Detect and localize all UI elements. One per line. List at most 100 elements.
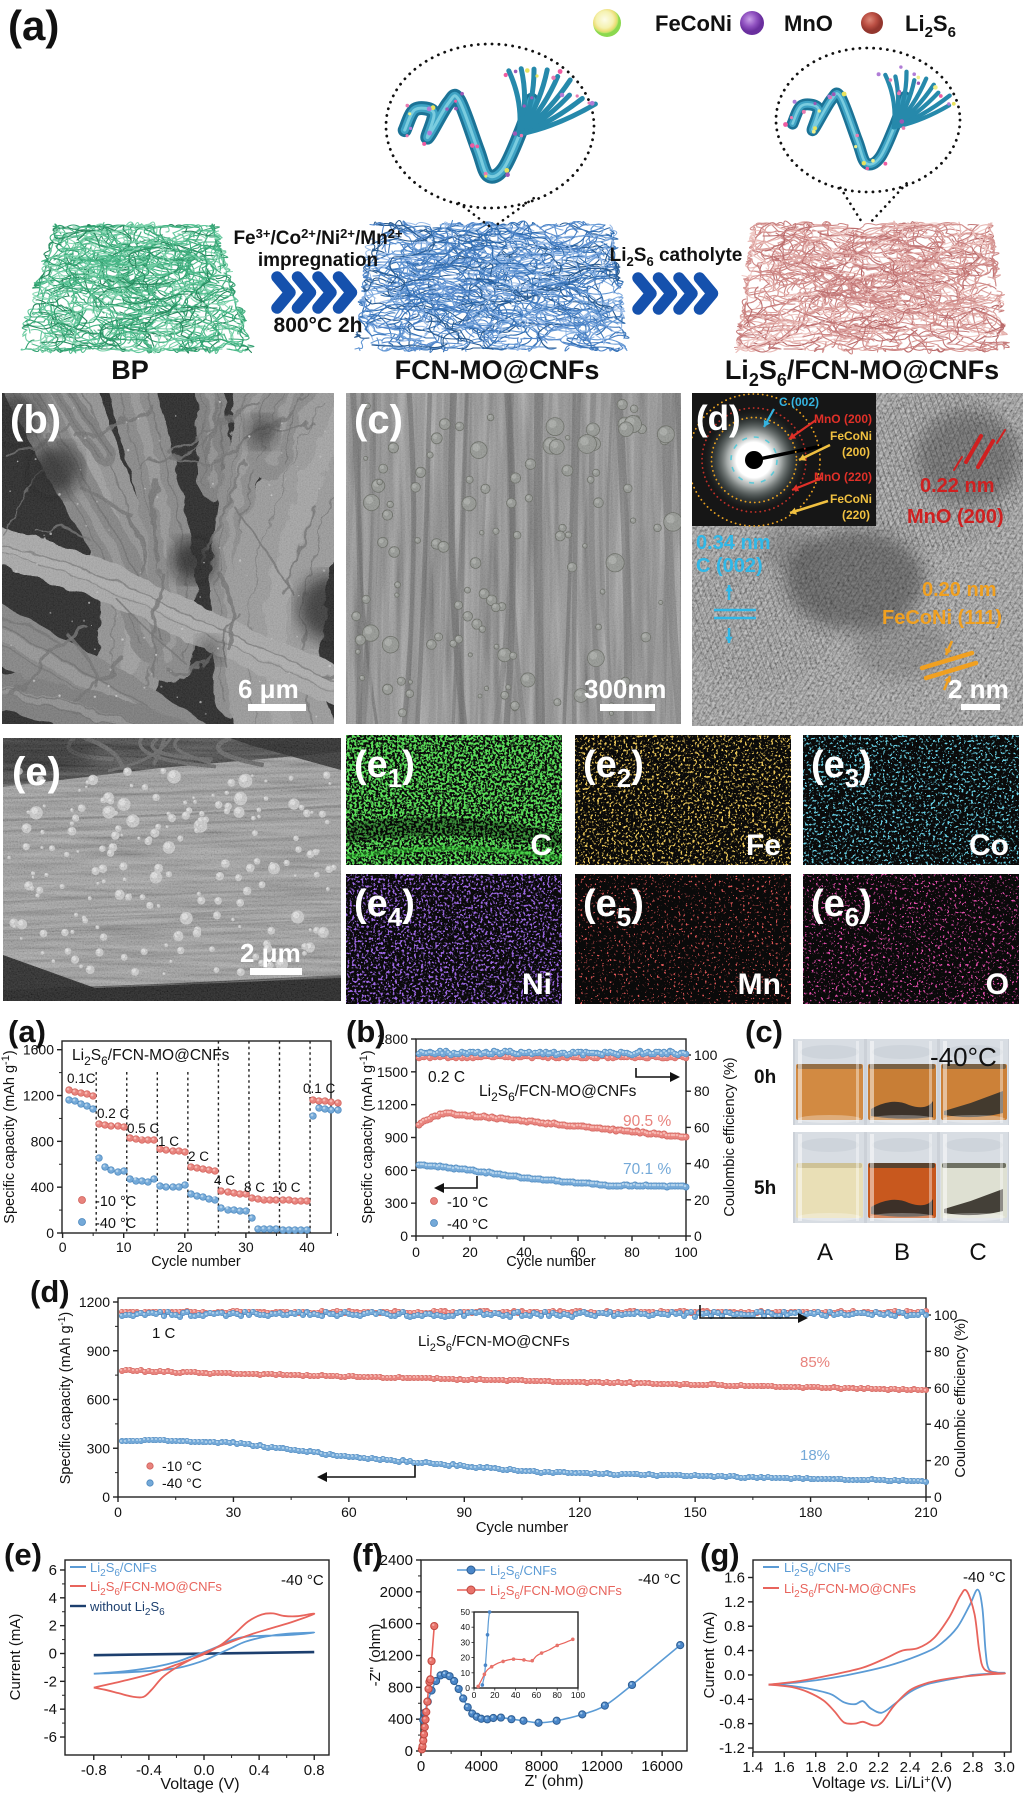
svg-text:-0.4: -0.4 [136, 1762, 162, 1779]
svg-text:0.1C: 0.1C [67, 1071, 96, 1086]
svg-text:0: 0 [472, 1690, 477, 1700]
svg-text:4 C: 4 C [214, 1173, 235, 1188]
svg-text:Li2S6/FCN-MO@CNFs: Li2S6/FCN-MO@CNFs [90, 1579, 222, 1598]
svg-text:C (002): C (002) [696, 555, 763, 577]
svg-text:-1.2: -1.2 [719, 1740, 745, 1757]
svg-text:Fe3+/Co2+/Ni2+/Mn2+: Fe3+/Co2+/Ni2+/Mn2+ [233, 226, 403, 249]
svg-text:2.2: 2.2 [868, 1759, 889, 1776]
svg-text:Co: Co [969, 829, 1009, 862]
svg-text:90.5 %: 90.5 % [623, 1113, 671, 1130]
svg-text:60: 60 [934, 1380, 950, 1396]
svg-text:2400: 2400 [380, 1552, 413, 1569]
svg-text:1200: 1200 [23, 1088, 54, 1104]
svg-text:4000: 4000 [465, 1758, 498, 1775]
svg-text:-0.8: -0.8 [81, 1762, 107, 1779]
svg-text:400: 400 [31, 1179, 55, 1195]
svg-text:-2: -2 [44, 1673, 57, 1690]
svg-text:MnO (200): MnO (200) [814, 412, 872, 426]
svg-text:Li2S6/FCN-MO@CNFs: Li2S6/FCN-MO@CNFs [490, 1583, 622, 1602]
svg-text:2.8: 2.8 [963, 1759, 984, 1776]
svg-text:(e3): (e3) [811, 744, 872, 793]
svg-text:20: 20 [934, 1453, 950, 1469]
svg-text:Cycle number: Cycle number [151, 1254, 241, 1270]
svg-text:Cycle number: Cycle number [506, 1254, 596, 1270]
svg-text:30: 30 [238, 1239, 254, 1255]
svg-text:1.2: 1.2 [724, 1594, 745, 1611]
svg-text:1600: 1600 [380, 1616, 413, 1633]
svg-text:2.4: 2.4 [900, 1759, 921, 1776]
svg-text:900: 900 [87, 1343, 111, 1359]
svg-text:-10 °C: -10 °C [447, 1195, 488, 1211]
svg-text:80: 80 [552, 1690, 562, 1700]
svg-text:FCN-MO@CNFs: FCN-MO@CNFs [395, 355, 600, 385]
svg-text:50: 50 [461, 1607, 471, 1617]
svg-text:100: 100 [571, 1690, 585, 1700]
svg-text:C: C [969, 1239, 986, 1266]
svg-text:3.0: 3.0 [994, 1759, 1015, 1776]
svg-text:900: 900 [385, 1130, 409, 1146]
svg-text:0.2 C: 0.2 C [97, 1106, 130, 1121]
svg-text:120: 120 [568, 1504, 592, 1520]
svg-text:2.6: 2.6 [931, 1759, 952, 1776]
svg-text:0.4: 0.4 [249, 1762, 270, 1779]
svg-text:40: 40 [511, 1690, 521, 1700]
svg-text:Li2S6/FCN-MO@CNFs: Li2S6/FCN-MO@CNFs [72, 1047, 230, 1068]
svg-text:MnO (200): MnO (200) [907, 506, 1004, 528]
svg-text:(e1): (e1) [354, 744, 415, 793]
svg-text:80: 80 [694, 1083, 710, 1099]
svg-text:(b): (b) [346, 1014, 386, 1049]
svg-text:80: 80 [934, 1343, 950, 1359]
svg-text:2: 2 [49, 1618, 57, 1635]
svg-text:-40 °C: -40 °C [162, 1475, 202, 1491]
svg-text:180: 180 [799, 1504, 823, 1520]
svg-text:Fe: Fe [746, 829, 781, 862]
svg-text:0: 0 [405, 1743, 413, 1760]
svg-text:10 C: 10 C [272, 1180, 301, 1195]
svg-text:2000: 2000 [380, 1584, 413, 1601]
svg-text:60: 60 [570, 1244, 586, 1260]
svg-text:impregnation: impregnation [258, 250, 378, 271]
svg-text:(e5): (e5) [583, 883, 644, 932]
svg-text:80: 80 [624, 1244, 640, 1260]
svg-text:0.22 nm: 0.22 nm [920, 475, 994, 497]
svg-text:-0.4: -0.4 [719, 1691, 745, 1708]
svg-text:30: 30 [461, 1637, 471, 1647]
svg-text:2 nm: 2 nm [948, 674, 1009, 704]
svg-text:2 C: 2 C [188, 1149, 209, 1164]
svg-text:20: 20 [490, 1690, 500, 1700]
svg-text:-10 °C: -10 °C [162, 1458, 202, 1474]
svg-text:BP: BP [111, 355, 149, 385]
svg-text:0.5 C: 0.5 C [127, 1121, 160, 1136]
svg-text:Coulombic efficiency (%): Coulombic efficiency (%) [953, 1318, 969, 1477]
svg-text:Voltage vs. Li/Li+(V): Voltage vs. Li/Li+(V) [812, 1774, 952, 1792]
svg-text:20: 20 [177, 1239, 193, 1255]
svg-text:(d): (d) [30, 1274, 70, 1309]
svg-text:Ni: Ni [522, 968, 552, 1001]
svg-text:300: 300 [87, 1440, 111, 1456]
svg-text:12000: 12000 [581, 1758, 623, 1775]
svg-text:100: 100 [934, 1307, 958, 1323]
svg-text:150: 150 [683, 1504, 707, 1520]
svg-text:0.8: 0.8 [304, 1762, 325, 1779]
svg-text:-40 °C: -40 °C [963, 1569, 1006, 1586]
svg-text:Voltage (V): Voltage (V) [160, 1776, 239, 1793]
svg-text:0.4: 0.4 [724, 1643, 745, 1660]
svg-text:(a): (a) [8, 1014, 46, 1049]
svg-text:(e6): (e6) [811, 883, 872, 932]
svg-text:0: 0 [417, 1758, 425, 1775]
svg-text:6: 6 [49, 1562, 57, 1579]
svg-text:(e4): (e4) [354, 883, 415, 932]
svg-text:FeCoNi: FeCoNi [830, 492, 872, 506]
svg-text:1200: 1200 [377, 1097, 408, 1113]
svg-text:0: 0 [412, 1244, 420, 1260]
svg-text:Current (mA): Current (mA) [701, 1612, 718, 1699]
svg-text:0: 0 [59, 1239, 67, 1255]
svg-text:60: 60 [532, 1690, 542, 1700]
svg-text:600: 600 [385, 1162, 409, 1178]
svg-text:0.0: 0.0 [724, 1667, 745, 1684]
svg-text:1.6: 1.6 [724, 1570, 745, 1587]
svg-text:-6: -6 [44, 1729, 57, 1746]
svg-text:70.1 %: 70.1 % [623, 1161, 671, 1178]
svg-text:Coulombic efficiency (%): Coulombic efficiency (%) [722, 1057, 738, 1216]
svg-text:60: 60 [341, 1504, 357, 1520]
